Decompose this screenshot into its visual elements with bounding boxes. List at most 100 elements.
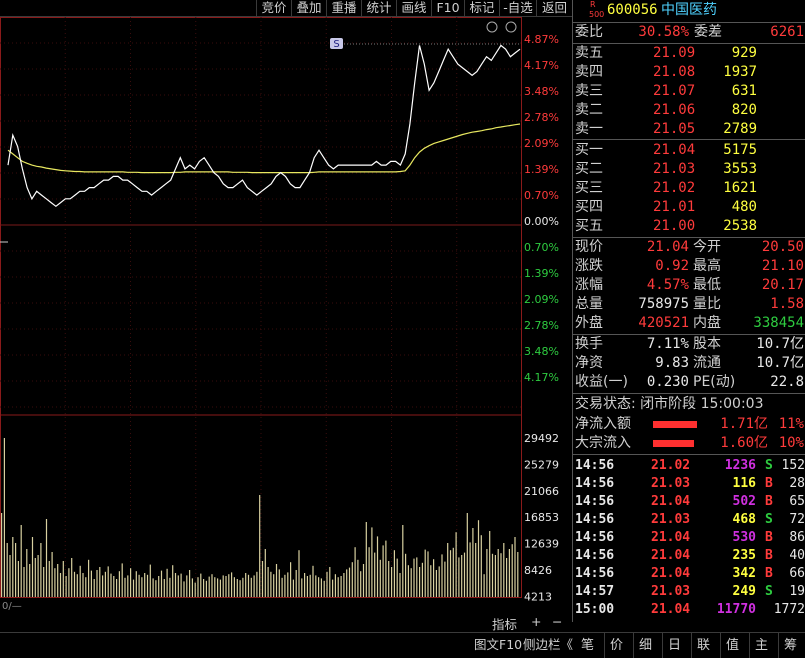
indicator-button[interactable]: 指标 <box>492 617 518 632</box>
bottom-tab[interactable]: 主 <box>755 638 769 653</box>
ask-volume: 929 <box>731 45 757 61</box>
fundamental-row: 净资 9.83 流通 10.7亿 <box>575 355 804 371</box>
price-axis-label: 2.78% <box>524 111 559 124</box>
tick-row: 14:56 21.04 342 B 66 <box>573 565 805 583</box>
tick-count: 152 <box>781 458 805 473</box>
volume-bar <box>421 562 423 597</box>
bottom-tab[interactable]: 价 <box>610 638 624 653</box>
bid-level[interactable]: 买四 21.01 480 <box>575 199 757 215</box>
bottom-tab[interactable]: 联 <box>697 638 711 653</box>
volume-bar <box>45 519 48 597</box>
quote-panel: R 500 600056 中国医药 委比 30.58% 委差 6261 卖五 21… <box>572 0 805 622</box>
stock-name: 中国医药 <box>661 2 717 18</box>
volume-bar <box>329 567 331 597</box>
ask-level[interactable]: 卖五 21.09 929 <box>575 45 757 61</box>
volume-bar <box>469 542 471 597</box>
signal-badge[interactable] <box>330 38 343 49</box>
volume-bar <box>362 564 365 597</box>
f10-text-button[interactable]: 图文F10 <box>474 637 523 652</box>
overlay-button[interactable]: 叠加 <box>291 0 326 17</box>
minus-button[interactable]: − <box>552 614 563 629</box>
margin-badge-num: 500 <box>589 10 605 19</box>
volume-bar <box>163 579 165 597</box>
trade-status: 交易状态: 闭市阶段 15:00:03 <box>575 396 764 412</box>
chart-toolbar: 竞价 叠加 重播 统计 画线 F10 标记 -自选 返回 <box>0 0 572 17</box>
volume-axis-label: 8426 <box>524 564 552 577</box>
tick-price: 21.04 <box>651 548 691 563</box>
tick-volume: 249 <box>732 584 756 599</box>
volume-bar <box>388 561 390 597</box>
bid-volume: 3553 <box>723 161 757 177</box>
volume-bar <box>278 569 280 597</box>
stat-row: 涨跌 0.92 最高 21.10 <box>575 258 804 274</box>
ask-level[interactable]: 卖二 21.06 820 <box>575 102 757 118</box>
replay-button[interactable]: 重播 <box>326 0 361 17</box>
ask-level[interactable]: 卖三 21.07 631 <box>575 83 757 99</box>
bid-level[interactable]: 买五 21.00 2538 <box>575 218 757 234</box>
stat-value: 21.04 <box>646 239 689 255</box>
ask-level[interactable]: 卖四 21.08 1937 <box>575 64 757 80</box>
bid-price: 21.03 <box>653 161 696 177</box>
stat-value: 22.8 <box>770 374 804 390</box>
volume-bar <box>144 573 146 597</box>
price-axis-label: 0.00% <box>524 215 559 228</box>
volume-bar <box>491 553 494 597</box>
zoom-in-icon[interactable] <box>486 21 498 33</box>
plus-button[interactable]: + <box>531 614 542 629</box>
volume-axis: 29492 25279 21066 16853 12639 8426 4213 <box>524 432 559 603</box>
volume-bar <box>102 575 104 597</box>
volume-bar <box>480 535 482 597</box>
zoom-out-icon[interactable] <box>505 21 517 33</box>
bottom-tab[interactable]: 筹 <box>784 638 798 653</box>
volume-bar <box>500 553 502 597</box>
ask-price: 21.06 <box>653 102 696 118</box>
volume-bar <box>155 580 157 597</box>
remark-button[interactable]: 标记 <box>464 0 499 17</box>
volume-bar <box>306 576 308 597</box>
volume-bar <box>65 576 67 597</box>
bottom-tab[interactable]: 细 <box>639 638 653 653</box>
volume-bar <box>169 577 171 597</box>
bid-level[interactable]: 买一 21.04 5175 <box>575 142 757 158</box>
weibi-row: 委比 30.58% 委差 6261 <box>575 24 804 40</box>
ask-level[interactable]: 卖一 21.05 2789 <box>575 121 757 137</box>
volume-bar <box>17 561 19 597</box>
auction-button[interactable]: 竞价 <box>256 0 291 17</box>
volume-bar <box>430 565 432 597</box>
sidebar-toggle[interactable]: 侧边栏《 <box>523 637 574 652</box>
volume-axis-label: 29492 <box>524 432 559 445</box>
bid-level[interactable]: 买三 21.02 1621 <box>575 180 757 196</box>
volume-bar <box>318 577 320 597</box>
volume-bar <box>447 543 449 597</box>
bottom-tab[interactable]: 值 <box>726 638 740 653</box>
volume-bar <box>309 574 311 597</box>
flow-row: 净流入额 1.71亿 11% <box>575 416 804 432</box>
volume-bar <box>138 574 140 597</box>
volume-bar <box>107 566 109 597</box>
watchlist-button[interactable]: -自选 <box>499 0 536 17</box>
stock-code: 600056 <box>607 2 658 18</box>
bid-volume: 1621 <box>723 180 757 196</box>
back-button[interactable]: 返回 <box>536 0 572 17</box>
flow-bar <box>653 421 697 428</box>
tick-price: 21.04 <box>651 530 691 545</box>
volume-bar <box>301 578 303 597</box>
price-axis-label: 0.70% <box>524 241 559 254</box>
bid-level[interactable]: 买二 21.03 3553 <box>575 161 757 177</box>
draw-line-button[interactable]: 画线 <box>396 0 431 17</box>
volume-bar <box>371 527 373 597</box>
statistics-button[interactable]: 统计 <box>361 0 396 17</box>
volume-bar <box>189 570 191 597</box>
bid-volume: 5175 <box>723 142 757 158</box>
volume-bar <box>146 574 149 597</box>
intraday-chart[interactable]: 4.87% 4.17% 3.48% 2.78% 2.09% 1.39% 0.70% 0.00%… <box>0 17 572 622</box>
volume-bar <box>368 547 370 597</box>
tick-row: 14:56 21.04 502 B 65 <box>573 493 805 511</box>
volume-bar <box>222 575 224 597</box>
volume-bar <box>57 564 59 597</box>
bottom-tab[interactable]: 日 <box>668 638 682 653</box>
volume-bar <box>290 562 292 597</box>
f10-button[interactable]: F10 <box>431 0 464 17</box>
bottom-tab[interactable]: 笔 <box>581 638 595 653</box>
volume-bar <box>174 573 177 597</box>
